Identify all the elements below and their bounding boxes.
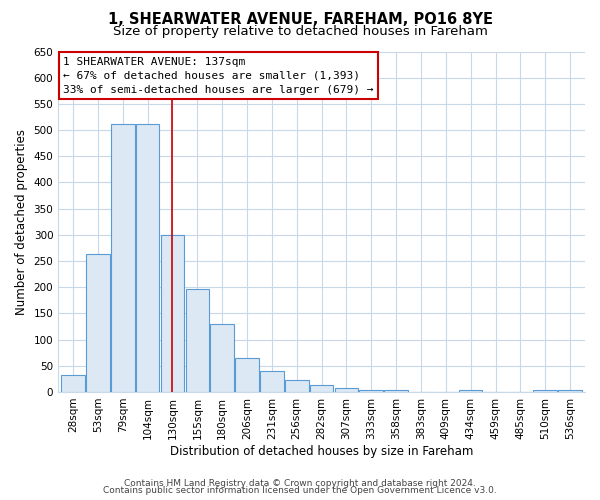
Bar: [335, 388, 358, 392]
Text: 1, SHEARWATER AVENUE, FAREHAM, PO16 8YE: 1, SHEARWATER AVENUE, FAREHAM, PO16 8YE: [107, 12, 493, 28]
Bar: [459, 390, 482, 392]
Bar: [211, 324, 234, 392]
Bar: [111, 124, 134, 392]
Bar: [185, 290, 209, 392]
Bar: [61, 375, 85, 392]
Text: Contains public sector information licensed under the Open Government Licence v3: Contains public sector information licen…: [103, 486, 497, 495]
X-axis label: Distribution of detached houses by size in Fareham: Distribution of detached houses by size …: [170, 444, 473, 458]
Bar: [235, 358, 259, 392]
Bar: [136, 124, 160, 392]
Bar: [385, 390, 408, 392]
Bar: [310, 384, 334, 392]
Bar: [359, 390, 383, 392]
Text: 1 SHEARWATER AVENUE: 137sqm
← 67% of detached houses are smaller (1,393)
33% of : 1 SHEARWATER AVENUE: 137sqm ← 67% of det…: [64, 56, 374, 94]
Bar: [285, 380, 308, 392]
Bar: [161, 235, 184, 392]
Bar: [260, 371, 284, 392]
Y-axis label: Number of detached properties: Number of detached properties: [15, 128, 28, 314]
Bar: [86, 254, 110, 392]
Text: Size of property relative to detached houses in Fareham: Size of property relative to detached ho…: [113, 25, 487, 38]
Bar: [533, 390, 557, 392]
Bar: [558, 390, 582, 392]
Text: Contains HM Land Registry data © Crown copyright and database right 2024.: Contains HM Land Registry data © Crown c…: [124, 478, 476, 488]
